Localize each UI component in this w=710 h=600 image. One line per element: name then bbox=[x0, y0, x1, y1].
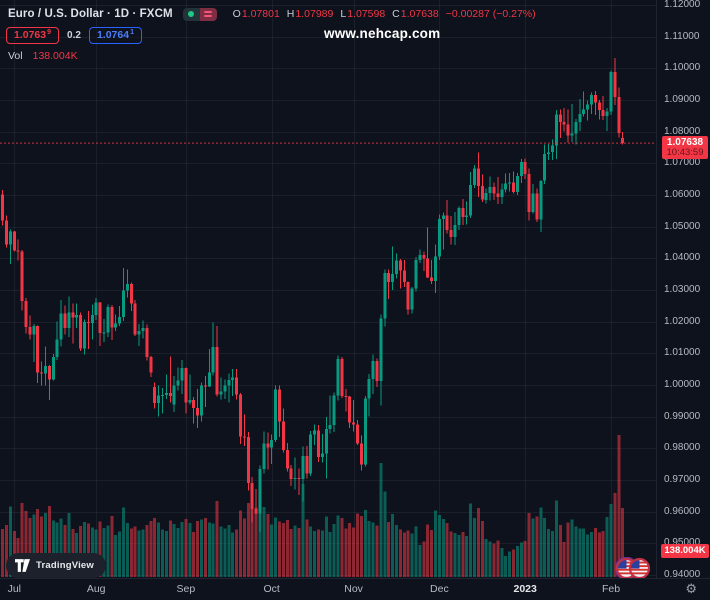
ask-sup-digit: 1 bbox=[130, 29, 134, 36]
price-axis-label: 1.00000 bbox=[664, 379, 701, 390]
price-axis-label: 1.02000 bbox=[664, 315, 701, 327]
time-axis-month-label: Sep bbox=[176, 583, 196, 595]
price-axis-label: 1.06000 bbox=[664, 189, 701, 200]
last-price-value: 1.07638 bbox=[666, 137, 704, 148]
spread-value: 0.2 bbox=[67, 30, 81, 41]
symbol-title[interactable]: Euro / U.S. Dollar · 1D · FXCM bbox=[8, 8, 173, 20]
ask-price-button[interactable]: 1.0764 1 bbox=[88, 27, 142, 44]
bid-price-button[interactable]: 1.0763 9 bbox=[6, 27, 60, 44]
time-axis-month-label: Feb bbox=[601, 583, 621, 595]
time-axis-month-label: Dec bbox=[430, 583, 449, 595]
price-axis-label: 0.95000 bbox=[664, 537, 701, 549]
time-axis-month-label: Jul bbox=[7, 583, 22, 595]
price-axis-label: 1.10000 bbox=[664, 62, 701, 74]
price-axis-label: 0.98000 bbox=[664, 442, 701, 454]
ohlc-values: O 1.07801 H 1.07989 L 1.07598 C 1.07638 … bbox=[233, 8, 536, 20]
close-label: C bbox=[392, 8, 400, 20]
time-axis-month-label: Aug bbox=[86, 583, 106, 595]
tradingview-logo-text: TradingView bbox=[36, 560, 94, 571]
price-axis-label: 1.07000 bbox=[664, 157, 701, 169]
market-status-toggle[interactable] bbox=[182, 7, 217, 21]
equals-icon bbox=[199, 7, 217, 21]
time-axis-month-label: Oct bbox=[263, 583, 280, 595]
bar-countdown: 10:43:59 bbox=[666, 147, 704, 158]
high-label: H bbox=[286, 8, 295, 20]
low-value: 1.07598 bbox=[347, 8, 386, 20]
price-axis-label: 0.99000 bbox=[664, 410, 701, 422]
price-axis-label: 1.04000 bbox=[664, 252, 701, 264]
bid-value: 1.0763 bbox=[14, 29, 47, 41]
volume-pane bbox=[1, 435, 625, 577]
tradingview-logo[interactable]: TradingView bbox=[6, 553, 106, 578]
bid-sup-digit: 9 bbox=[47, 29, 52, 36]
status-dot-icon bbox=[182, 7, 200, 21]
time-axis-month-label: Nov bbox=[344, 583, 363, 595]
volume-axis-badge: 138.004K bbox=[661, 544, 709, 558]
price-axis[interactable]: 1.07638 10:43:59 138.004K 1.12000 1.11000… bbox=[656, 0, 710, 580]
price-axis-label: 0.94000 bbox=[664, 569, 701, 580]
price-axis-label: 1.11000 bbox=[664, 30, 700, 42]
price-axis-label: 1.12000 bbox=[664, 0, 701, 10]
price-axis-label: 1.08000 bbox=[664, 125, 701, 137]
time-axis-year-label: 2023 bbox=[513, 583, 537, 595]
change-value: −0.00287 (−0.27%) bbox=[445, 8, 536, 20]
candles-layer bbox=[1, 57, 625, 532]
volume-indicator-label: Vol bbox=[8, 50, 23, 62]
ask-value: 1.0764 bbox=[96, 29, 130, 41]
price-axis-label: 1.03000 bbox=[664, 284, 701, 295]
grid-lines bbox=[0, 0, 656, 578]
flag-icons bbox=[615, 557, 651, 581]
watermark-text: www.nehcap.com bbox=[324, 26, 441, 41]
price-axis-label: 1.09000 bbox=[664, 94, 701, 105]
last-price-badge: 1.07638 10:43:59 bbox=[662, 136, 708, 159]
settings-gear-icon[interactable]: ⚙ bbox=[685, 582, 697, 597]
open-label: O bbox=[232, 8, 241, 20]
price-axis-label: 0.96000 bbox=[664, 505, 701, 517]
flag-icon-right bbox=[628, 557, 651, 580]
open-value: 1.07801 bbox=[241, 8, 280, 20]
price-axis-label: 0.97000 bbox=[664, 474, 701, 485]
price-axis-label: 1.05000 bbox=[664, 220, 701, 232]
high-value: 1.07989 bbox=[295, 8, 334, 20]
time-axis[interactable]: ⚙ Jul Aug Sep Oct Nov Dec 2023 Feb bbox=[0, 578, 710, 600]
low-label: L bbox=[340, 8, 347, 20]
chart-legend: Euro / U.S. Dollar · 1D · FXCM O 1.07801… bbox=[6, 6, 536, 62]
close-value: 1.07638 bbox=[400, 8, 439, 20]
volume-indicator-value: 138.004K bbox=[32, 50, 78, 62]
tradingview-icon bbox=[15, 559, 30, 572]
price-axis-label: 1.01000 bbox=[664, 347, 701, 359]
